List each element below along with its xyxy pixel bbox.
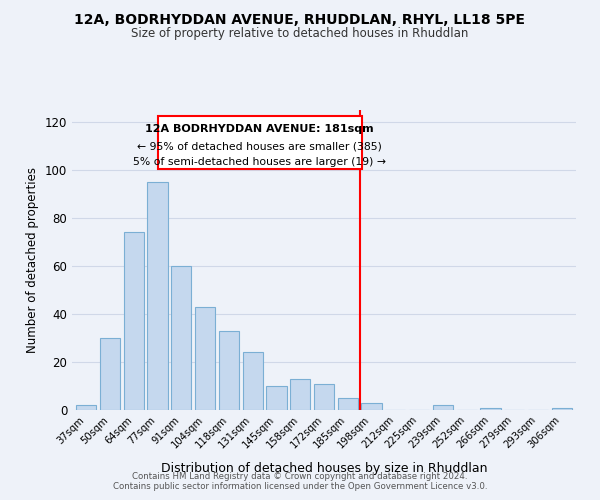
Bar bbox=[148, 182, 167, 410]
Bar bbox=[290, 379, 310, 410]
Bar bbox=[551, 408, 572, 410]
X-axis label: Distribution of detached houses by size in Rhuddlan: Distribution of detached houses by size … bbox=[161, 462, 487, 474]
Text: 12A BODRHYDDAN AVENUE: 181sqm: 12A BODRHYDDAN AVENUE: 181sqm bbox=[145, 124, 374, 134]
Text: 12A, BODRHYDDAN AVENUE, RHUDDLAN, RHYL, LL18 5PE: 12A, BODRHYDDAN AVENUE, RHUDDLAN, RHYL, … bbox=[74, 12, 526, 26]
Text: ← 95% of detached houses are smaller (385): ← 95% of detached houses are smaller (38… bbox=[137, 141, 382, 151]
Bar bbox=[361, 403, 382, 410]
Y-axis label: Number of detached properties: Number of detached properties bbox=[26, 167, 39, 353]
Bar bbox=[171, 266, 191, 410]
Bar bbox=[481, 408, 500, 410]
Bar bbox=[242, 352, 263, 410]
Bar bbox=[100, 338, 120, 410]
Bar bbox=[124, 232, 144, 410]
Bar bbox=[76, 405, 97, 410]
FancyBboxPatch shape bbox=[158, 116, 362, 169]
Text: Contains HM Land Registry data © Crown copyright and database right 2024.: Contains HM Land Registry data © Crown c… bbox=[132, 472, 468, 481]
Bar bbox=[433, 405, 453, 410]
Bar bbox=[314, 384, 334, 410]
Text: Contains public sector information licensed under the Open Government Licence v3: Contains public sector information licen… bbox=[113, 482, 487, 491]
Text: 5% of semi-detached houses are larger (19) →: 5% of semi-detached houses are larger (1… bbox=[133, 157, 386, 167]
Bar bbox=[195, 307, 215, 410]
Text: Size of property relative to detached houses in Rhuddlan: Size of property relative to detached ho… bbox=[131, 28, 469, 40]
Bar bbox=[266, 386, 287, 410]
Bar bbox=[219, 331, 239, 410]
Bar bbox=[338, 398, 358, 410]
